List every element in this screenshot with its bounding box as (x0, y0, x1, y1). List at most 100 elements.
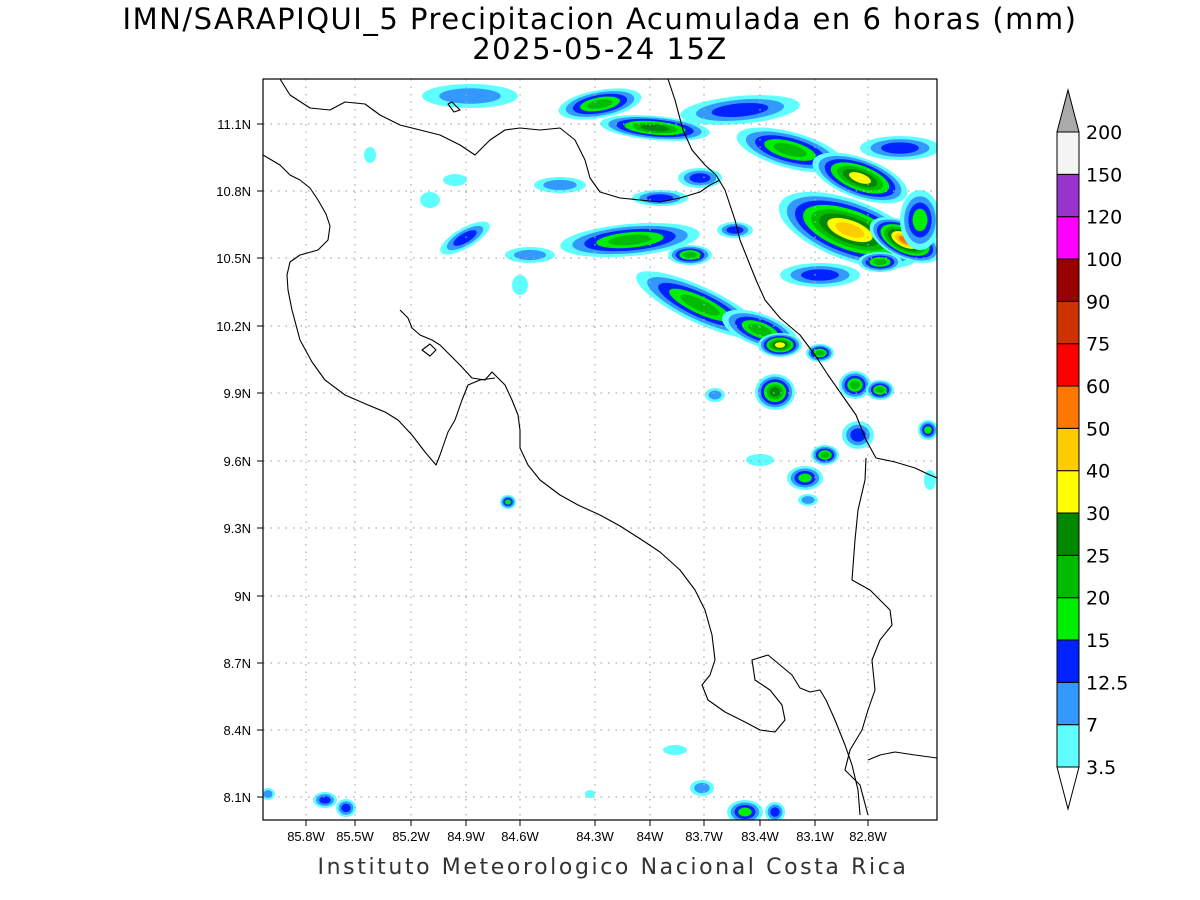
precip-contour (646, 194, 674, 202)
precip-contour (711, 102, 769, 118)
y-tick-label: 8.1N (224, 790, 251, 805)
colorbar-swatch (1056, 343, 1080, 387)
precip-contour (420, 192, 440, 208)
precip-contour (512, 275, 528, 295)
colorbar-label: 7 (1086, 715, 1098, 737)
precip-contour (341, 803, 351, 813)
caribbean-coast (667, 79, 937, 479)
colorbar-swatch (1056, 554, 1080, 599)
precip-contour (683, 251, 697, 259)
colorbar-swatch (1056, 512, 1080, 556)
precip-contour (587, 99, 613, 109)
x-tick-label: 84W (637, 829, 664, 844)
precip-contour (738, 807, 752, 817)
x-tick-label: 85.8W (287, 829, 325, 844)
precip-contour (585, 790, 595, 798)
colorbar-swatch (1056, 724, 1080, 768)
panama-border (844, 457, 893, 816)
precip-contour (319, 796, 331, 804)
precip-contour (694, 782, 710, 794)
precip-contour (774, 342, 786, 348)
precipitation-field (263, 84, 937, 820)
colorbar-label: 20 (1086, 588, 1110, 610)
colorbar-label: 30 (1086, 503, 1110, 525)
map-title: IMN/SARAPIQUI_5 Precipitacion Acumulada … (122, 2, 1078, 36)
nicoya-gulf-coast (399, 309, 861, 816)
lake-outline (447, 101, 461, 113)
colorbar-swatch (1056, 300, 1080, 345)
x-tick-label: 84.3W (576, 829, 614, 844)
precip-contour (726, 226, 744, 234)
precip-contour (850, 380, 860, 390)
y-tick-label: 10.8N (216, 184, 251, 199)
coastlines-and-borders (263, 79, 937, 816)
y-tick-label: 10.2N (216, 319, 251, 334)
colorbar-swatch (1056, 385, 1080, 429)
x-tick-label: 84.6W (501, 829, 539, 844)
x-tick-label: 85.2W (392, 829, 430, 844)
precip-contour (769, 387, 781, 397)
precip-contour (263, 790, 273, 798)
x-tick-label: 83.7W (685, 829, 723, 844)
colorbar-swatch (1056, 427, 1080, 472)
nicaragua-border (279, 79, 721, 203)
gulf-island (421, 343, 437, 357)
precip-contour (439, 88, 501, 104)
colorbar-label: 60 (1086, 376, 1110, 398)
colorbar-label: 75 (1086, 334, 1110, 356)
precip-contour (364, 147, 376, 163)
precip-contour (443, 174, 467, 186)
map-frame (262, 78, 938, 821)
y-tick-label: 9.3N (224, 521, 251, 536)
panama-pacific-coast (867, 751, 937, 761)
precip-contour (801, 269, 839, 281)
colorbar-swatch (1056, 131, 1080, 175)
colorbar-label: 120 (1086, 207, 1122, 229)
y-tick-label: 9.6N (224, 454, 251, 469)
colorbar-label: 40 (1086, 461, 1110, 483)
y-tick-label: 10.5N (216, 251, 251, 266)
colorbar-under-arrow (1056, 766, 1080, 811)
precip-contour (912, 208, 928, 232)
y-axis-ticks: 11.1N 10.8N 10.5N 10.2N 9.9N 9.6N 9.3N 9N 8.7N 8.… (216, 117, 263, 805)
precip-contour (850, 428, 866, 442)
y-tick-label: 11.1N (217, 117, 251, 132)
precip-contour (746, 454, 774, 466)
y-tick-label: 9.9N (224, 386, 251, 401)
colorbar-swatch (1056, 639, 1080, 683)
precip-contour (815, 350, 825, 356)
y-tick-label: 8.4N (224, 723, 251, 738)
precip-contour (924, 470, 936, 490)
precip-contour (798, 473, 812, 483)
precip-contour (453, 230, 477, 246)
precip-contour (505, 499, 511, 505)
precip-contour (708, 390, 722, 400)
colorbar-label: 15 (1086, 630, 1110, 652)
precip-contour (849, 172, 871, 184)
x-tick-label: 82.8W (849, 829, 887, 844)
colorbar-swatch (1056, 597, 1080, 641)
pacific-coast-north (263, 154, 496, 466)
colorbar-swatch (1056, 173, 1080, 218)
precip-contour (689, 173, 711, 183)
colorbar-over-arrow (1056, 88, 1080, 133)
colorbar-swatch (1056, 681, 1080, 726)
credit-footer: Instituto Meteorologico Nacional Costa R… (317, 855, 909, 880)
colorbar-swatch (1056, 216, 1080, 260)
colorbar-label: 150 (1086, 164, 1122, 186)
precip-contour (640, 124, 670, 132)
colorbar-label: 12.5 (1086, 672, 1128, 694)
colorbar-swatch (1056, 470, 1080, 514)
x-tick-label: 83.4W (741, 829, 779, 844)
precip-contour (881, 142, 919, 154)
precip-contour (770, 807, 780, 817)
colorbar-swatch (1056, 258, 1080, 302)
x-tick-label: 84.9W (447, 829, 485, 844)
precip-contour (835, 222, 865, 238)
precip-contour (663, 745, 687, 755)
precip-contour (875, 386, 885, 394)
map-subtitle-datetime: 2025-05-24 15Z (472, 32, 728, 66)
colorbar-label: 50 (1086, 418, 1110, 440)
precip-contour (820, 451, 830, 459)
